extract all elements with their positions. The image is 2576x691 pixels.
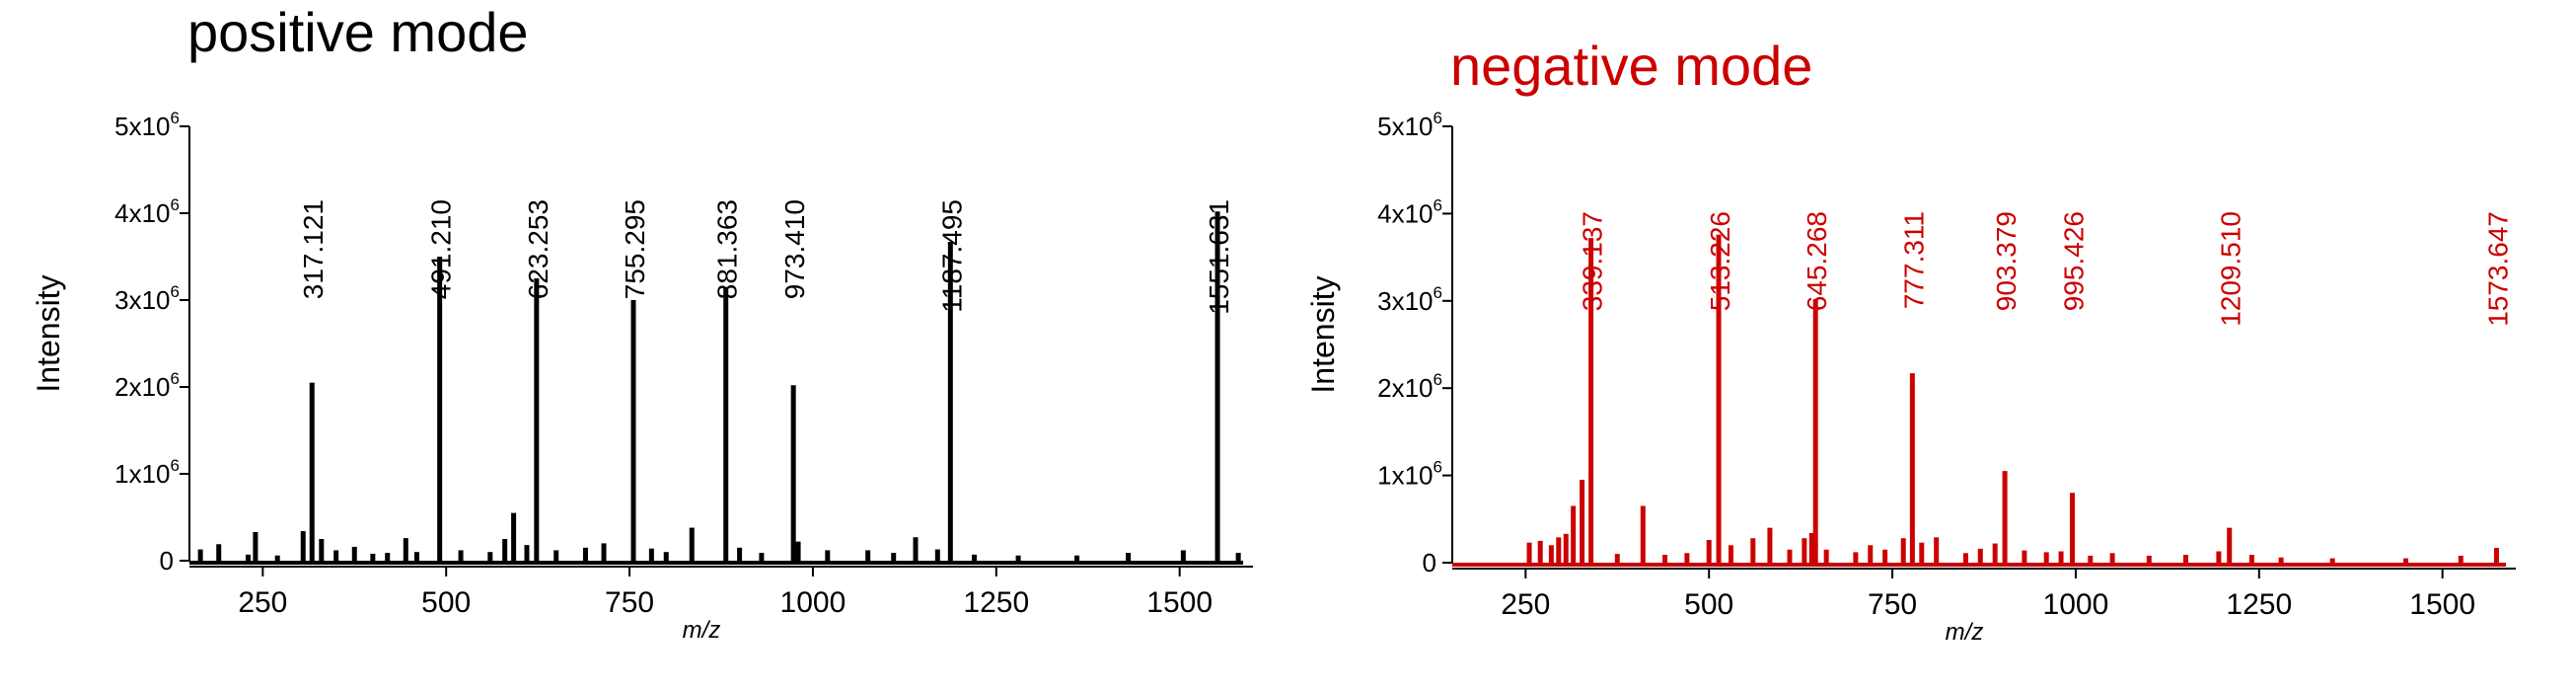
peak-annotation: 1573.647 xyxy=(2482,211,2513,327)
x-tick-label: 750 xyxy=(1868,588,1917,621)
x-axis-label: m/z xyxy=(683,617,721,644)
y-tick-label: 1x106 xyxy=(114,456,180,489)
peak-annotation: 995.426 xyxy=(2059,211,2090,311)
y-tick-label: 2x106 xyxy=(1377,370,1442,403)
x-tick-label: 500 xyxy=(1684,588,1733,621)
y-tick-label: 3x106 xyxy=(114,282,180,315)
y-tick-label: 0 xyxy=(160,546,174,576)
y-tick-label: 3x106 xyxy=(1377,283,1442,316)
y-tick-exponent: 6 xyxy=(171,195,180,214)
x-axis-label: m/z xyxy=(1946,619,1984,646)
peak-annotation: 645.268 xyxy=(1802,211,1832,311)
peak-annotation: 777.311 xyxy=(1898,211,1929,309)
x-tick-label: 1000 xyxy=(2043,588,2109,621)
peak-annotation: 1551.631 xyxy=(1204,199,1234,315)
y-tick-exponent: 6 xyxy=(171,109,180,127)
peak-annotation: 755.295 xyxy=(620,199,650,299)
y-tick-exponent: 6 xyxy=(1434,283,1442,302)
peak-annotation: 1209.510 xyxy=(2216,211,2246,327)
y-tick-exponent: 6 xyxy=(171,282,180,301)
peak-annotation: 623.253 xyxy=(523,199,553,299)
y-tick-label: 2x106 xyxy=(114,369,180,402)
y-tick-label: 1x106 xyxy=(1377,458,1442,491)
y-axis-label: Intensity xyxy=(31,274,66,392)
peak-annotation: 491.210 xyxy=(426,199,457,299)
y-tick-label: 0 xyxy=(1423,548,1436,577)
peak-annotation: 513.226 xyxy=(1705,211,1735,311)
y-tick-label: 4x106 xyxy=(114,195,180,228)
x-tick-label: 1000 xyxy=(780,586,846,619)
chart-negative-mode: 0 1x106 2x106 3x106 4x106 5x106 250 500 750 1000 1… xyxy=(1305,109,2516,646)
peak-annotation: 317.121 xyxy=(298,199,329,299)
peak-annotation: 1187.495 xyxy=(936,199,967,313)
y-tick-label: 5x106 xyxy=(114,109,180,141)
chart-positive-mode: 0 1x106 2x106 3x106 4x106 5x106 250 500 750 1000 1… xyxy=(31,109,1253,644)
y-tick-label: 5x106 xyxy=(1377,109,1442,141)
peak-annotation: 903.379 xyxy=(1991,211,2022,311)
y-tick-exponent: 6 xyxy=(1434,195,1442,214)
y-tick-label: 4x106 xyxy=(1377,195,1442,228)
chart-title-negative-mode: negative mode xyxy=(1450,35,1813,97)
y-tick-exponent: 6 xyxy=(1434,109,1442,127)
x-tick-label: 1250 xyxy=(963,586,1029,619)
x-tick-label: 250 xyxy=(238,586,287,619)
y-tick-exponent: 6 xyxy=(171,456,180,475)
peak-annotation: 881.363 xyxy=(712,199,743,299)
x-tick-label: 750 xyxy=(605,586,654,619)
x-tick-label: 1500 xyxy=(2409,588,2475,621)
y-tick-exponent: 6 xyxy=(171,369,180,388)
y-axis-label: Intensity xyxy=(1305,275,1341,393)
x-tick-label: 500 xyxy=(421,586,471,619)
x-tick-label: 250 xyxy=(1501,588,1550,621)
chart-title-positive-mode: positive mode xyxy=(187,1,529,63)
peak-annotation: 973.410 xyxy=(779,199,810,299)
peak-annotation: 339.137 xyxy=(1578,211,1608,311)
y-tick-exponent: 6 xyxy=(1434,458,1442,477)
x-tick-label: 1500 xyxy=(1146,586,1213,619)
x-tick-label: 1250 xyxy=(2226,588,2292,621)
y-tick-exponent: 6 xyxy=(1434,370,1442,389)
